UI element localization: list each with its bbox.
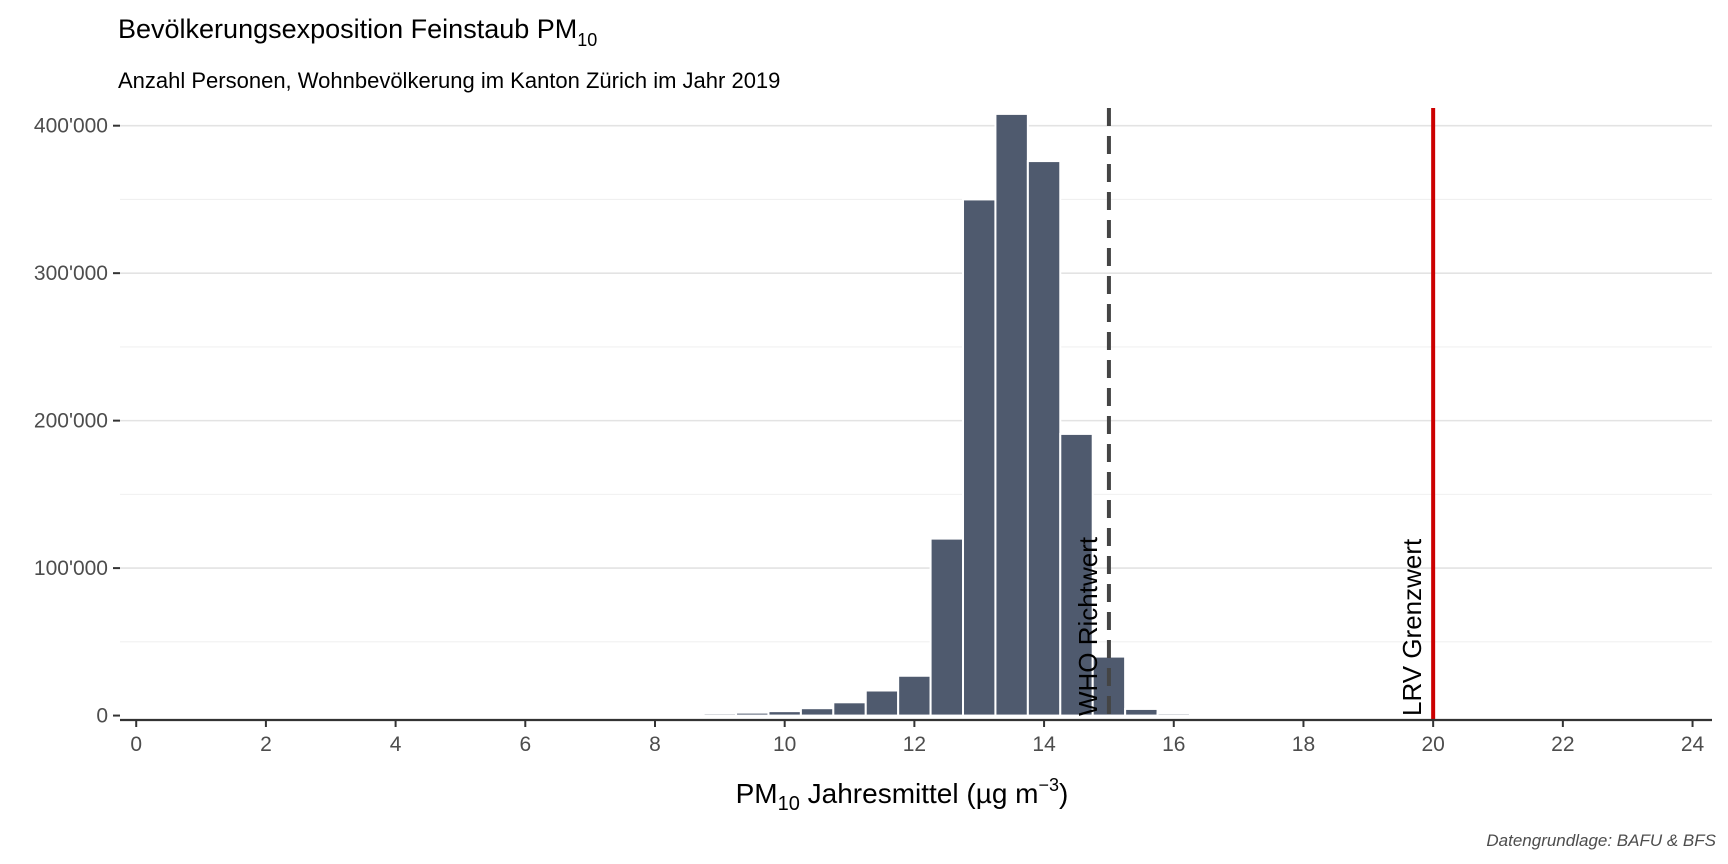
reference-line-label: LRV Grenzwert	[1397, 538, 1427, 716]
x-tick-label: 16	[1162, 733, 1185, 756]
histogram-bar	[832, 701, 867, 717]
x-tick-label: 10	[773, 733, 796, 756]
x-tick-label: 18	[1292, 733, 1315, 756]
x-tick-label: 0	[130, 733, 142, 756]
chart-subtitle: Anzahl Personen, Wohnbevölkerung im Kant…	[118, 68, 780, 93]
x-tick-label: 4	[390, 733, 402, 756]
x-axis-label: PM10 Jahresmittel (µg m−3)	[736, 775, 1069, 815]
reference-line-label: WHO Richtwert	[1073, 536, 1103, 716]
x-tick-label: 2	[260, 733, 272, 756]
y-tick-label: 300'000	[34, 262, 108, 285]
histogram-bar	[929, 537, 965, 717]
y-tick-label: 100'000	[34, 557, 108, 580]
histogram-bar	[799, 707, 835, 717]
histogram-bar	[702, 712, 738, 717]
bars	[702, 112, 1191, 717]
x-tick-label: 6	[519, 733, 531, 756]
y-tick-label: 200'000	[34, 410, 108, 433]
x-tick-label: 12	[903, 733, 926, 756]
reference-lines: WHO Richtwert LRV Grenzwert	[1073, 108, 1436, 720]
histogram-bar	[767, 710, 802, 717]
gridlines	[120, 124, 1712, 643]
histogram-bar	[994, 112, 1029, 717]
y-tick-label: 400'000	[34, 115, 108, 138]
x-tick-label: 20	[1421, 733, 1444, 756]
histogram-bar	[897, 674, 932, 717]
axes: 0 2 4 6 8 10 12 14 16 18 20 22 240100'000200'000300'…	[34, 115, 1712, 756]
chart-title: Bevölkerungsexposition Feinstaub PM10	[118, 14, 597, 50]
histogram-bar	[1059, 432, 1094, 717]
histogram-bar	[1124, 707, 1159, 717]
histogram-bar	[962, 198, 997, 717]
histogram-bar	[1156, 712, 1191, 717]
y-tick-label: 0	[96, 705, 108, 728]
histogram-bar	[864, 689, 900, 717]
histogram-bar	[735, 711, 770, 717]
x-tick-label: 22	[1551, 733, 1574, 756]
histogram-bar	[1091, 655, 1127, 717]
x-tick-label: 8	[649, 733, 661, 756]
data-source-caption: Datengrundlage: BAFU & BFS	[1486, 831, 1716, 850]
x-tick-label: 24	[1681, 733, 1705, 756]
histogram-bar	[1026, 160, 1062, 717]
x-tick-label: 14	[1032, 733, 1056, 756]
